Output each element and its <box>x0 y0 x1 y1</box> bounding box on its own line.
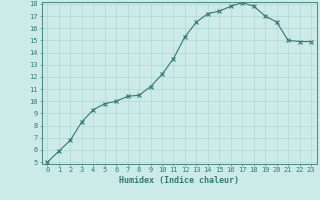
X-axis label: Humidex (Indice chaleur): Humidex (Indice chaleur) <box>119 176 239 185</box>
